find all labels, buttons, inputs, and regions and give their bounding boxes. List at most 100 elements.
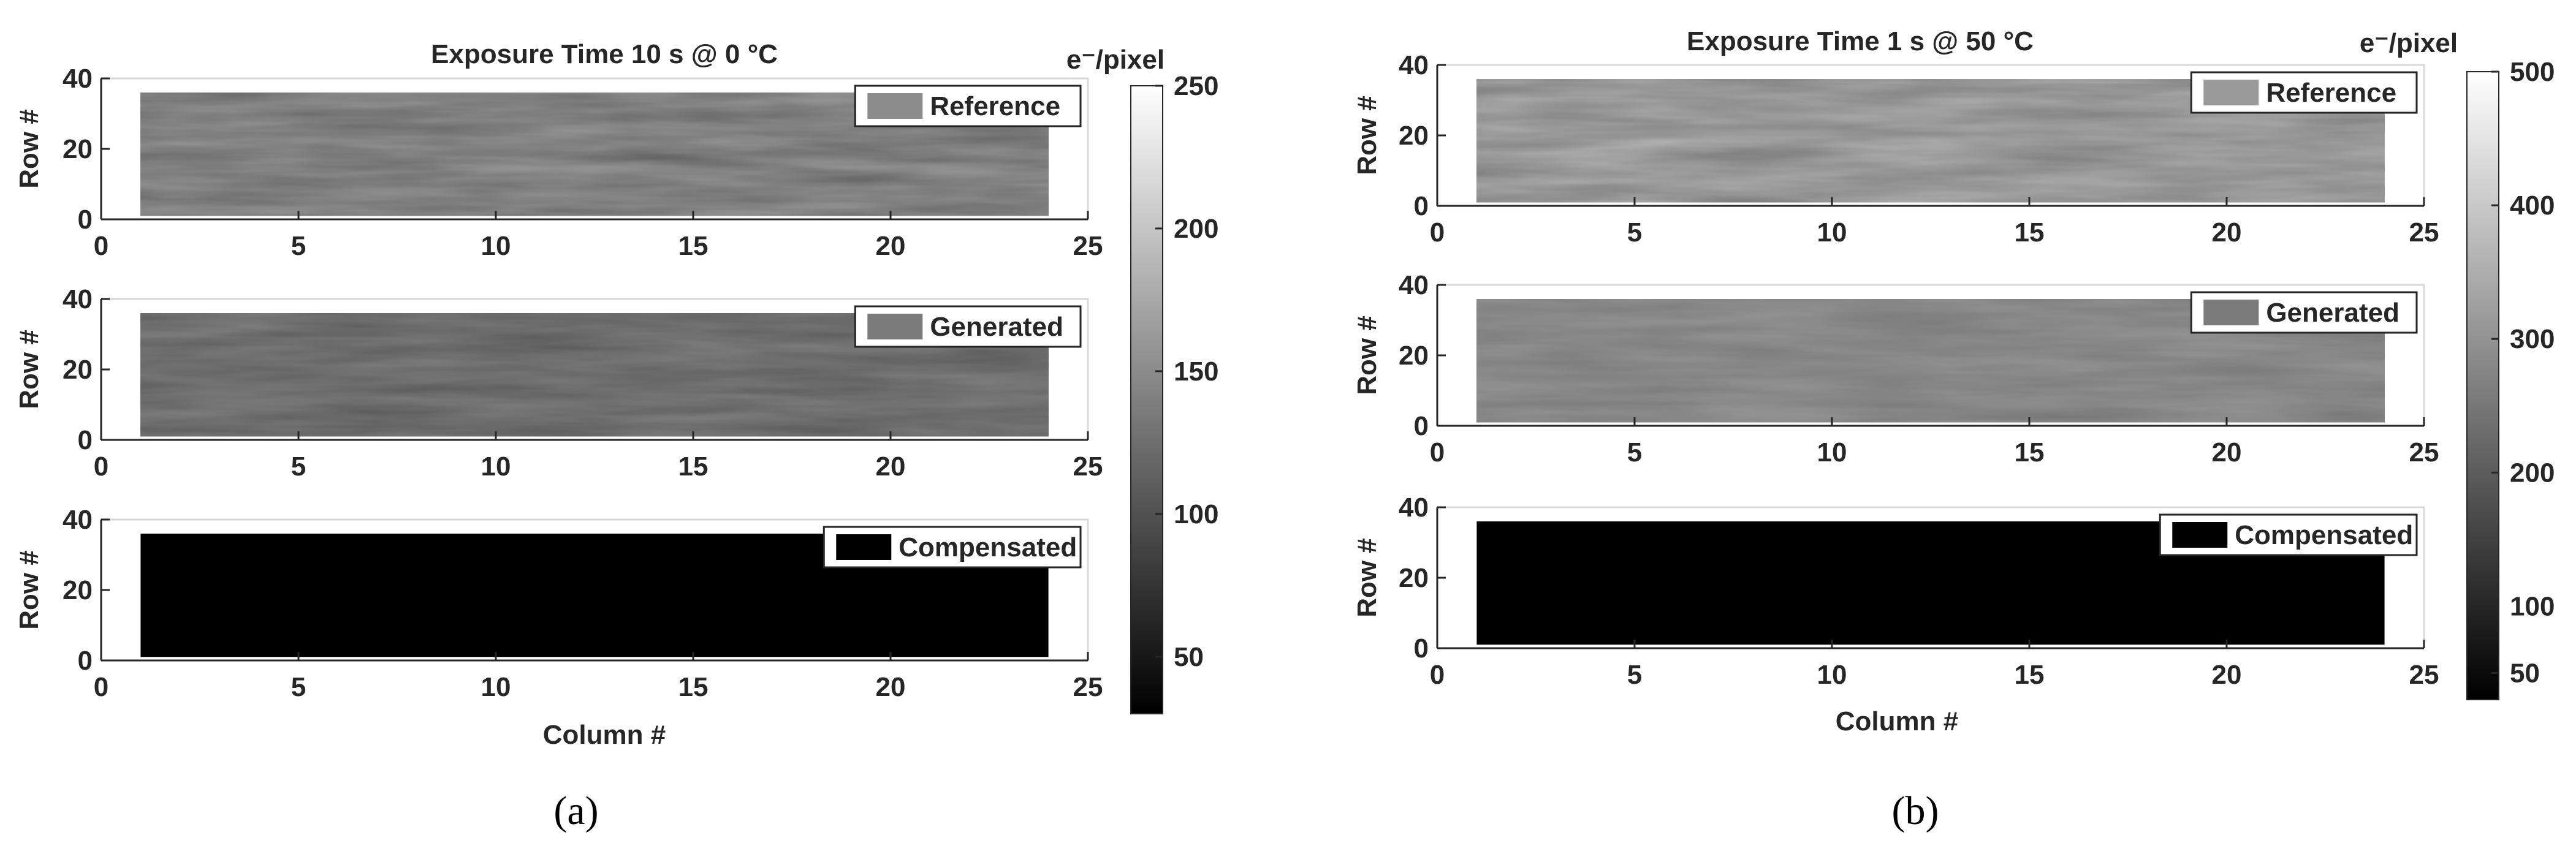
legend-label: Reference (2266, 78, 2396, 108)
x-tick-label: 5 (291, 672, 306, 702)
legend-compensated: Compensated (2159, 513, 2418, 556)
colorbar-tick-label: 250 (1174, 71, 1218, 101)
legend-reference: Reference (2190, 71, 2418, 114)
y-tick-label: 20 (1399, 121, 1429, 151)
legend-swatch (2172, 522, 2228, 548)
y-axis-label: Row # (14, 550, 44, 630)
x-tick-label: 25 (2409, 437, 2439, 467)
legend-compensated: Compensated (823, 526, 1082, 569)
x-tick-label: 0 (1430, 217, 1445, 248)
y-axis-label: Row # (1352, 96, 1382, 175)
legend-swatch (836, 534, 892, 560)
x-tick-label: 20 (876, 672, 906, 702)
x-tick-label: 25 (1073, 452, 1103, 482)
y-tick-label: 40 (1399, 493, 1429, 523)
x-tick-label: 0 (94, 672, 108, 702)
y-tick-label: 0 (78, 205, 93, 235)
y-tick-label: 20 (1399, 341, 1429, 371)
colorbar-tick-label: 300 (2510, 324, 2555, 354)
subplot-a-1: 0 5 10 15 20 25 0 20 40 Row # Reference (14, 64, 1103, 261)
colorbar-tick-label: 200 (2510, 458, 2555, 488)
x-tick-label: 10 (1817, 660, 1847, 690)
colorbar-bar (1130, 85, 1163, 714)
legend-swatch (867, 314, 923, 339)
chart-title-a: Exposure Time 10 s @ 0 °C (431, 39, 778, 69)
x-tick-label: 25 (2409, 217, 2439, 248)
x-tick-label: 15 (2015, 217, 2045, 248)
x-tick-label: 0 (94, 452, 108, 482)
subplot-a-2: 0 5 10 15 20 25 0 20 40 Row # Generated (14, 284, 1103, 482)
x-tick-label: 15 (678, 231, 709, 261)
subplot-a-3: 0 5 10 15 20 25 0 20 40 Row # Compensated (14, 505, 1103, 702)
legend-reference: Reference (854, 85, 1082, 127)
x-tick-label: 15 (2015, 437, 2045, 467)
y-tick-label: 40 (63, 505, 93, 535)
y-tick-label: 0 (78, 646, 93, 676)
y-tick-label: 0 (1414, 191, 1429, 221)
x-tick-label: 5 (1627, 660, 1642, 690)
x-tick-label: 0 (94, 231, 108, 261)
x-tick-label: 10 (481, 231, 511, 261)
x-tick-label: 15 (678, 672, 709, 702)
x-tick-label: 20 (876, 231, 906, 261)
y-tick-label: 0 (1414, 411, 1429, 441)
x-axis-label-b: Column # (1836, 706, 1958, 736)
x-tick-label: 20 (2212, 437, 2242, 467)
x-tick-label: 5 (291, 231, 306, 261)
subplot-b-1: 0 5 10 15 20 25 0 20 40 Row # Reference (1352, 50, 2439, 248)
colorbar-tick-label: 50 (1174, 642, 1204, 672)
panel-label-b: (b) (1892, 789, 1939, 833)
x-tick-label: 20 (2212, 217, 2242, 248)
y-tick-label: 40 (1399, 270, 1429, 300)
y-tick-label: 40 (63, 64, 93, 94)
colorbar-tick-label: 150 (1174, 357, 1218, 387)
legend-generated: Generated (854, 305, 1082, 348)
x-tick-label: 15 (2015, 660, 2045, 690)
colorbar-b: 50 100 200 300 400 500 (2466, 57, 2555, 700)
x-tick-label: 5 (291, 452, 306, 482)
legend-label: Compensated (899, 532, 1077, 562)
legend-label: Reference (930, 91, 1060, 121)
x-tick-label: 10 (481, 672, 511, 702)
x-tick-label: 0 (1430, 660, 1445, 690)
panel-label-a: (a) (553, 789, 598, 833)
figure-a: Exposure Time 10 s @ 0 °C e⁻/pixel Colum… (14, 39, 1218, 833)
x-tick-label: 20 (2212, 660, 2242, 690)
x-tick-label: 0 (1430, 437, 1445, 467)
x-tick-label: 20 (876, 452, 906, 482)
legend-label: Generated (2266, 298, 2399, 328)
colorbar-tick-label: 200 (1174, 214, 1218, 244)
y-axis-label: Row # (14, 330, 44, 409)
y-axis-label: Row # (14, 109, 44, 189)
x-tick-label: 25 (2409, 660, 2439, 690)
x-tick-label: 5 (1627, 437, 1642, 467)
x-tick-label: 25 (1073, 231, 1103, 261)
y-tick-label: 0 (78, 425, 93, 455)
legend-box (854, 305, 1082, 348)
colorbar-label-b: e⁻/pixel (2360, 28, 2458, 58)
colorbar-tick-label: 50 (2510, 658, 2540, 688)
y-tick-label: 40 (1399, 50, 1429, 80)
y-tick-label: 0 (1414, 634, 1429, 664)
y-tick-label: 20 (63, 134, 93, 164)
x-tick-label: 25 (1073, 672, 1103, 702)
y-axis-label: Row # (1352, 538, 1382, 618)
x-tick-label: 10 (1817, 437, 1847, 467)
colorbar-tick-label: 500 (2510, 57, 2555, 87)
colorbar-tick-label: 100 (2510, 591, 2555, 621)
y-tick-label: 40 (63, 284, 93, 314)
y-tick-label: 20 (63, 355, 93, 385)
subplot-b-3: 0 5 10 15 20 25 0 20 40 Row # Compensated (1352, 493, 2439, 690)
y-tick-label: 20 (63, 575, 93, 605)
figure-b: Exposure Time 1 s @ 50 °C e⁻/pixel Colum… (1352, 26, 2555, 833)
chart-title-b: Exposure Time 1 s @ 50 °C (1687, 26, 2034, 56)
legend-swatch (2203, 300, 2259, 325)
colorbar-tick-label: 400 (2510, 191, 2555, 221)
legend-label: Compensated (2235, 520, 2413, 550)
x-tick-label: 10 (1817, 217, 1847, 248)
colorbar-label-a: e⁻/pixel (1066, 45, 1165, 75)
x-tick-label: 15 (678, 452, 709, 482)
legend-generated: Generated (2190, 291, 2418, 334)
